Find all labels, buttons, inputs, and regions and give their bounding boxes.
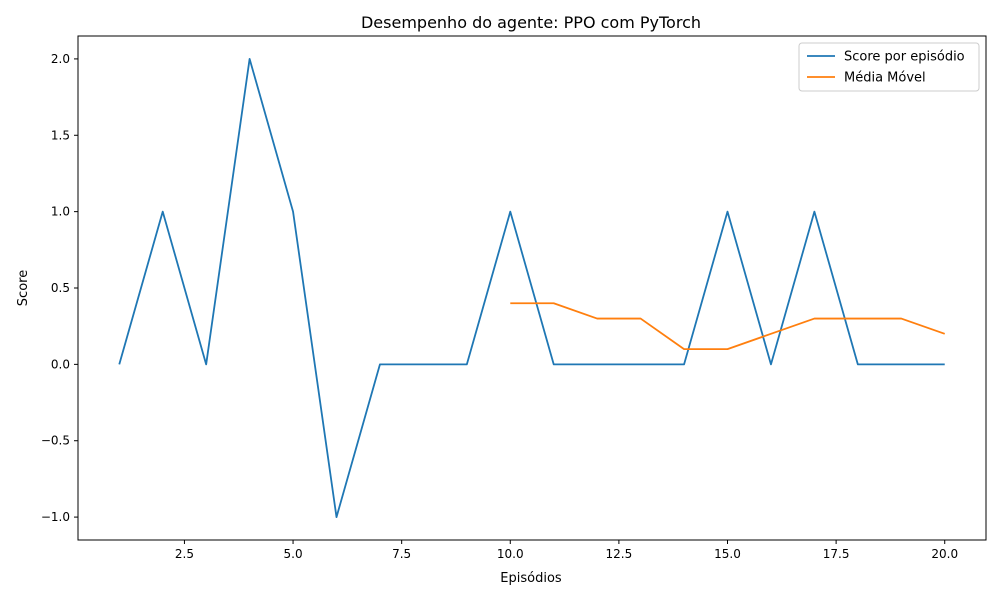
- series-line-1: [118, 58, 945, 518]
- x-tick-label: 12.5: [606, 547, 633, 561]
- y-tick-label: 1.5: [51, 128, 70, 142]
- x-tick-label: 2.5: [175, 547, 194, 561]
- series-line-2: [510, 302, 946, 350]
- x-tick-label: 7.5: [392, 547, 411, 561]
- x-tick-label: 17.5: [823, 547, 850, 561]
- x-axis-ticks: 2.5 5.0 7.5 10.0 12.5 15.0 17.5 20.0: [175, 540, 958, 561]
- x-tick-label: 20.0: [931, 547, 958, 561]
- chart-title: Desempenho do agente: PPO com PyTorch: [361, 13, 701, 32]
- legend-label: Média Móvel: [844, 71, 926, 86]
- legend-box: [798, 42, 980, 92]
- legend-label: Score por episódio: [844, 50, 965, 65]
- y-tick-label: −0.5: [41, 434, 70, 448]
- x-tick-label: 15.0: [714, 547, 741, 561]
- y-axis-label: Score: [16, 270, 31, 306]
- y-tick-label: −1.0: [41, 510, 70, 524]
- y-tick-label: 2.0: [51, 52, 70, 66]
- x-tick-label: 5.0: [284, 547, 303, 561]
- y-axis-ticks: −1.0 −0.5 0.0 0.5 1.0 1.5 2.0: [41, 52, 78, 524]
- y-tick-label: 0.5: [51, 281, 70, 295]
- y-tick-label: 1.0: [51, 205, 70, 219]
- x-tick-label: 10.0: [497, 547, 524, 561]
- legend: Score por episódio Média Móvel: [798, 42, 980, 92]
- x-axis-label: Episódios: [500, 571, 562, 586]
- y-tick-label: 0.0: [51, 357, 70, 371]
- series-layer: [118, 58, 946, 518]
